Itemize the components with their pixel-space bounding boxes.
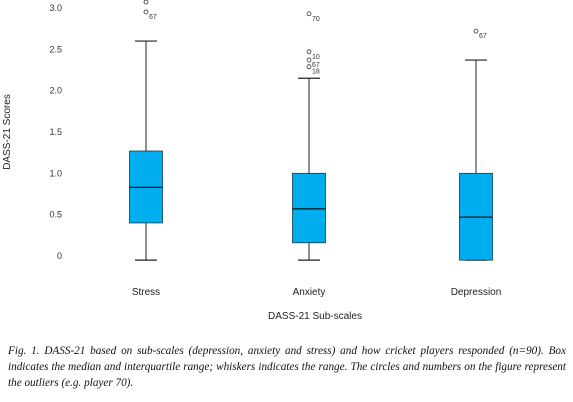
y-tick-label: 1.0 [49,168,62,178]
x-axis-label: DASS-21 Sub-scales [268,311,362,322]
box-depression: 67 [459,28,493,261]
y-tick-label: 3.0 [49,3,62,13]
outlier-point [306,11,312,17]
caption-prefix: Fig. 1. [8,345,40,357]
outlier-point [143,0,149,5]
y-axis-label: DASS-21 Scores [2,94,13,170]
category-label: Anxiety [293,287,326,298]
outlier-point [306,57,312,63]
y-tick-label: 0 [57,251,62,261]
y-tick-label: 2.5 [49,44,62,54]
caption-text: DASS-21 based on sub-scales (depression,… [8,345,566,389]
outlier-label: 67 [149,14,157,21]
category-label: Depression [451,287,502,298]
y-tick-label: 1.5 [49,127,62,137]
category-labels: Stress Anxiety Depression [132,287,501,298]
outlier-label: 18 [312,69,320,76]
outlier-label: 70 [312,16,320,23]
outlier-point [306,64,312,70]
outlier-label: 10 [312,54,320,61]
outlier-point [306,49,312,55]
outlier-point [143,9,149,15]
iqr-box [292,172,326,244]
y-tick-label: 0.5 [49,210,62,220]
outlier-label: 67 [312,62,320,69]
figure-caption: Fig. 1. DASS-21 based on sub-scales (dep… [8,343,566,391]
outlier-point [473,28,479,34]
box-stress: 67 [129,0,163,261]
category-label: Stress [132,287,160,298]
y-tick-label: 2.0 [49,86,62,96]
outlier-label: 67 [479,33,487,40]
y-axis: 0 0.5 1.0 1.5 2.0 2.5 3.0 [49,3,62,261]
